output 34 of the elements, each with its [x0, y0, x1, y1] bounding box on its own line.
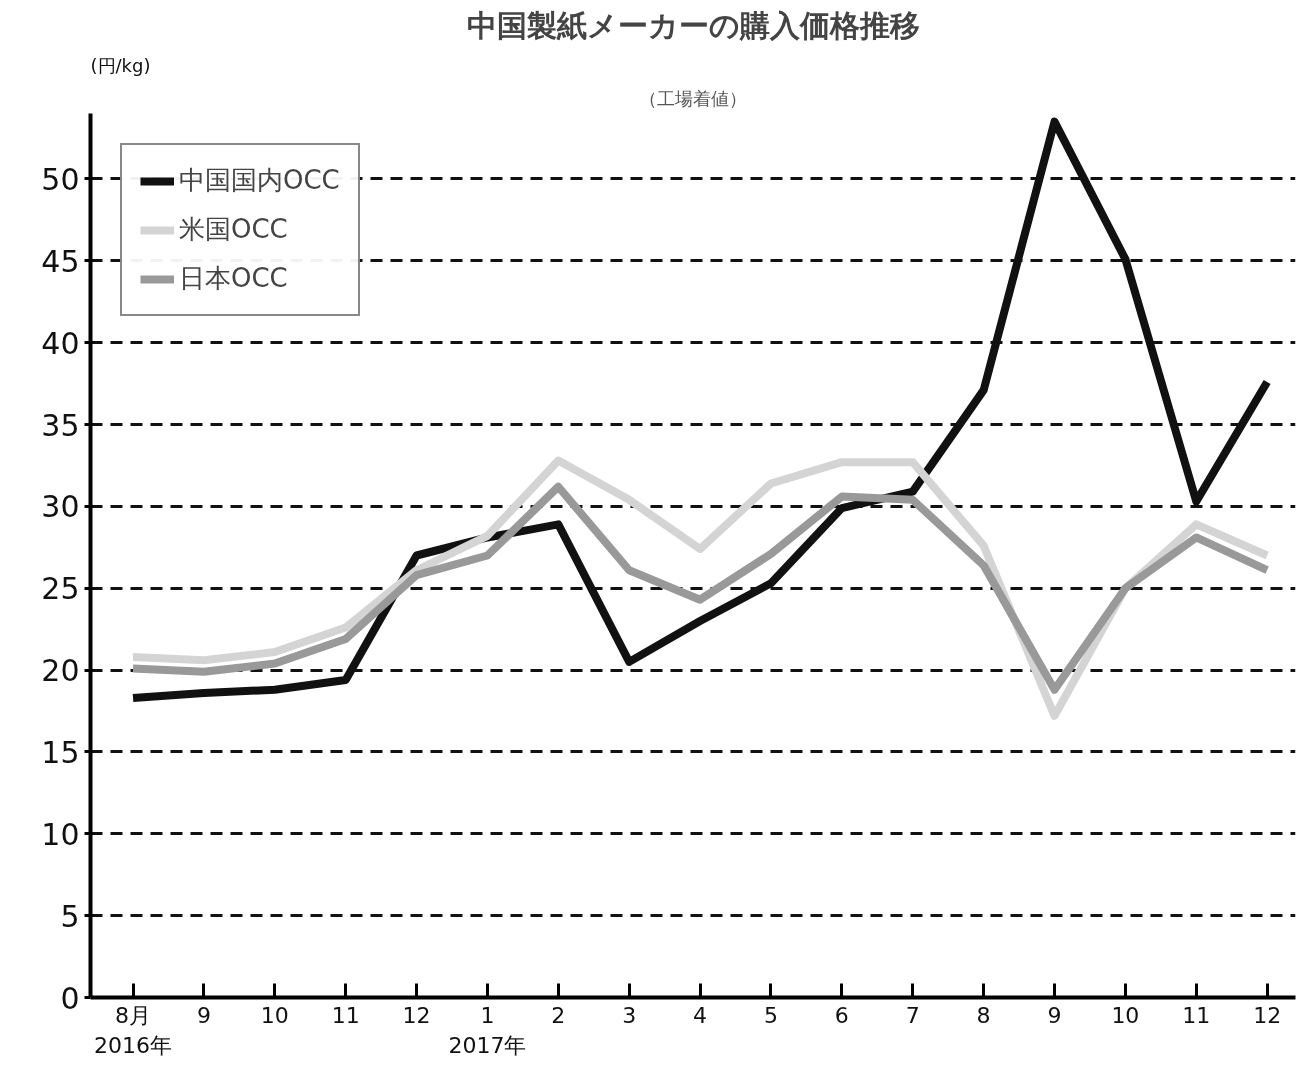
x-tick-label: 4 — [693, 1002, 708, 1028]
y-tick-label: 50 — [41, 161, 80, 197]
x-tick-label: 9 — [196, 1002, 211, 1028]
x-tick-label: 6 — [834, 1002, 849, 1028]
x-tick-label: 8月 2016年 — [94, 1002, 173, 1058]
y-tick-label: 20 — [41, 653, 80, 689]
y-tick-label: 15 — [41, 734, 80, 770]
legend-label: 日本OCC — [179, 262, 288, 295]
y-tick-label: 5 — [60, 898, 80, 934]
x-tick-label: 8 — [976, 1002, 991, 1028]
x-tick-label: 7 — [905, 1002, 920, 1028]
y-axis-title: (円/kg) — [90, 54, 151, 76]
y-tick-label: 45 — [41, 243, 80, 279]
y-tick-label: 25 — [41, 571, 80, 607]
x-tick-label: 1 2017年 — [448, 1002, 527, 1058]
x-tick-label: 5 — [763, 1002, 778, 1028]
x-tick-label: 12 — [1253, 1002, 1282, 1028]
x-tick-label: 11 — [1182, 1002, 1211, 1028]
chart-title: 中国製紙メーカーの購入価格推移 — [466, 7, 920, 43]
x-tick-label: 10 — [260, 1002, 289, 1028]
y-tick-label: 40 — [41, 325, 80, 361]
chart-subtitle: （工場着値） — [639, 87, 747, 109]
x-tick-label: 10 — [1111, 1002, 1140, 1028]
x-tick-label: 3 — [622, 1002, 637, 1028]
y-tick-label: 30 — [41, 489, 80, 525]
y-tick-label: 0 — [60, 980, 80, 1016]
x-tick-label: 11 — [331, 1002, 360, 1028]
y-tick-label: 35 — [41, 407, 80, 443]
y-tick-label: 10 — [41, 816, 80, 852]
x-tick-label: 9 — [1047, 1002, 1062, 1028]
legend-label: 米国OCC — [179, 213, 288, 246]
legend-label: 中国国内OCC — [179, 164, 340, 197]
x-tick-label: 12 — [402, 1002, 431, 1028]
x-tick-label: 2 — [551, 1002, 566, 1028]
